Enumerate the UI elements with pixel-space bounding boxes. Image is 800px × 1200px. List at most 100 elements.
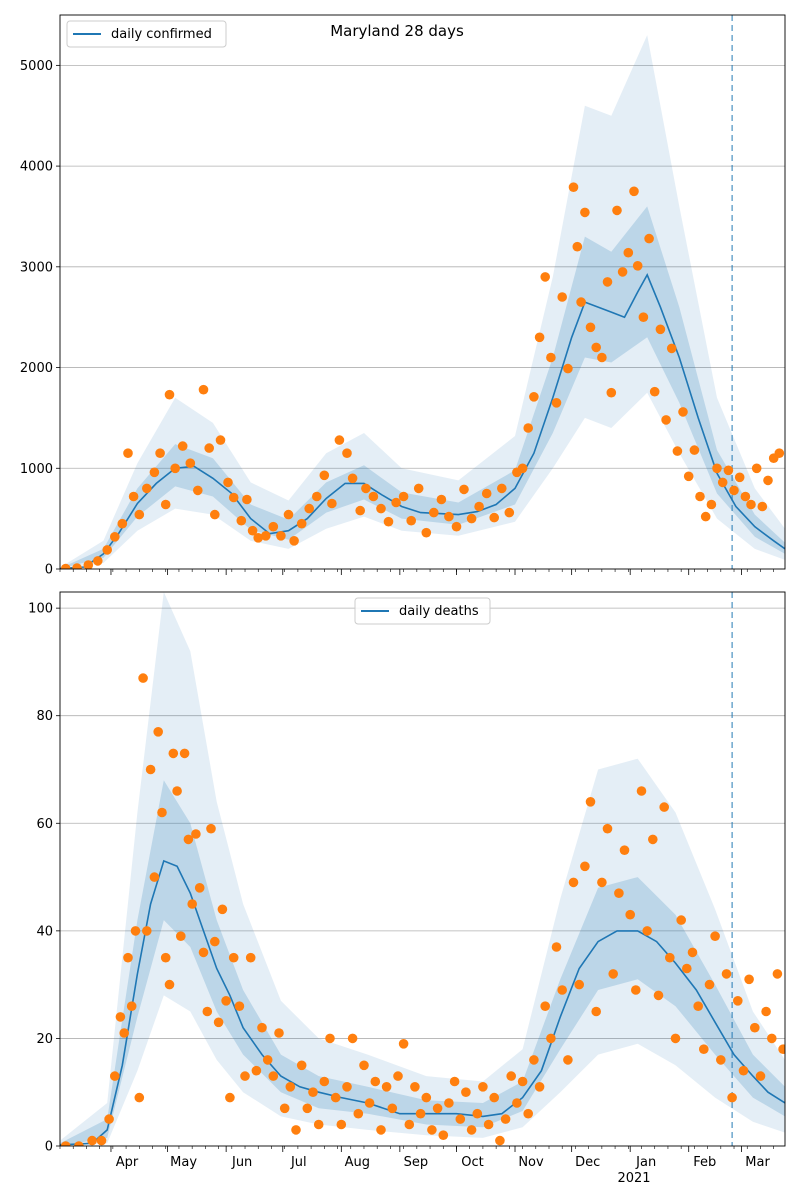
y-tick-label: 60 bbox=[36, 817, 53, 832]
data-point bbox=[342, 1082, 352, 1092]
data-point bbox=[342, 448, 352, 459]
data-point bbox=[160, 499, 171, 510]
data-point bbox=[247, 525, 258, 536]
data-point bbox=[655, 324, 666, 335]
data-point bbox=[746, 499, 756, 510]
data-point bbox=[60, 1141, 71, 1146]
data-point bbox=[276, 531, 286, 541]
data-point bbox=[134, 509, 145, 520]
plot-layer: 0 1000 2000 3000 4000 5000 bbox=[20, 14, 786, 578]
data-point bbox=[87, 1135, 97, 1146]
data-point bbox=[757, 501, 768, 512]
data-point bbox=[110, 1071, 120, 1081]
data-point bbox=[534, 332, 545, 343]
data-point bbox=[629, 186, 639, 197]
y-tick-label: 5000 bbox=[20, 59, 53, 74]
data-point bbox=[313, 1119, 324, 1130]
outer-band bbox=[60, 35, 785, 569]
data-point bbox=[689, 445, 700, 455]
data-point bbox=[750, 1022, 760, 1033]
plot-layer: 0 20 40 60 80 100 Apr May Jun Jul Aug Sep Oct Nov Dec J… bbox=[28, 591, 786, 1170]
data-point bbox=[727, 1092, 737, 1103]
data-point bbox=[489, 512, 500, 523]
data-point bbox=[500, 1114, 511, 1124]
data-point bbox=[738, 1065, 749, 1076]
data-point bbox=[183, 834, 194, 845]
axes-frame bbox=[59, 14, 786, 570]
data-point bbox=[687, 947, 698, 958]
data-point bbox=[693, 1001, 703, 1011]
data-point bbox=[204, 443, 214, 453]
data-point bbox=[289, 536, 299, 546]
data-point bbox=[672, 446, 683, 456]
data-point bbox=[512, 1098, 522, 1108]
data-point bbox=[308, 1087, 318, 1097]
data-point bbox=[223, 477, 233, 488]
data-point bbox=[138, 673, 148, 683]
data-point bbox=[683, 471, 694, 482]
plot-area bbox=[60, 15, 785, 569]
y-tick-label: 20 bbox=[36, 1032, 53, 1047]
data-point bbox=[291, 1125, 301, 1135]
data-point bbox=[383, 516, 394, 527]
data-point bbox=[376, 503, 386, 514]
data-point bbox=[142, 926, 152, 936]
data-point bbox=[700, 511, 711, 522]
data-point bbox=[225, 1092, 235, 1103]
data-point bbox=[179, 748, 190, 759]
data-point bbox=[665, 952, 675, 963]
inner-band bbox=[60, 206, 785, 569]
data-point bbox=[449, 1076, 460, 1087]
data-point bbox=[568, 182, 579, 192]
legend-label: daily deaths bbox=[399, 604, 479, 619]
data-point bbox=[778, 1044, 785, 1054]
data-point bbox=[602, 823, 613, 834]
data-point bbox=[734, 472, 745, 483]
data-point bbox=[580, 207, 590, 218]
data-point bbox=[772, 969, 783, 979]
data-point bbox=[546, 1033, 556, 1044]
y-tick-label: 3000 bbox=[20, 260, 53, 275]
data-point bbox=[210, 936, 220, 947]
data-point bbox=[580, 861, 590, 872]
data-point bbox=[234, 1001, 245, 1011]
y-tick-label: 40 bbox=[36, 924, 53, 939]
data-point bbox=[353, 1108, 364, 1119]
data-point bbox=[242, 494, 252, 505]
y-tick-label: 0 bbox=[45, 1140, 53, 1155]
data-point bbox=[93, 556, 103, 566]
x-tick-label: Mar bbox=[745, 1155, 770, 1170]
data-point bbox=[404, 1119, 415, 1130]
data-point bbox=[251, 1065, 262, 1076]
data-point bbox=[83, 560, 94, 569]
data-point bbox=[302, 1103, 313, 1114]
data-point bbox=[585, 322, 596, 333]
data-point bbox=[198, 384, 209, 395]
data-point bbox=[614, 888, 624, 898]
data-point bbox=[517, 463, 528, 474]
data-point bbox=[334, 435, 345, 445]
data-point bbox=[751, 463, 762, 474]
data-point bbox=[145, 764, 156, 775]
data-point bbox=[529, 392, 539, 402]
data-point bbox=[347, 473, 358, 484]
data-point bbox=[319, 1076, 330, 1087]
data-point bbox=[364, 1098, 375, 1108]
data-point bbox=[729, 485, 739, 496]
data-point bbox=[157, 807, 167, 818]
data-point bbox=[236, 515, 247, 526]
data-point bbox=[304, 503, 315, 514]
data-point bbox=[517, 1076, 528, 1087]
data-point bbox=[126, 1001, 137, 1011]
data-point bbox=[572, 241, 583, 252]
data-point bbox=[155, 448, 165, 459]
data-point bbox=[563, 363, 573, 374]
data-point bbox=[632, 261, 643, 271]
data-point bbox=[391, 497, 401, 508]
data-point bbox=[670, 1033, 681, 1044]
data-point bbox=[642, 926, 652, 936]
data-point bbox=[415, 1108, 426, 1119]
data-point bbox=[608, 969, 618, 979]
data-point bbox=[296, 518, 307, 529]
data-point bbox=[142, 483, 152, 494]
